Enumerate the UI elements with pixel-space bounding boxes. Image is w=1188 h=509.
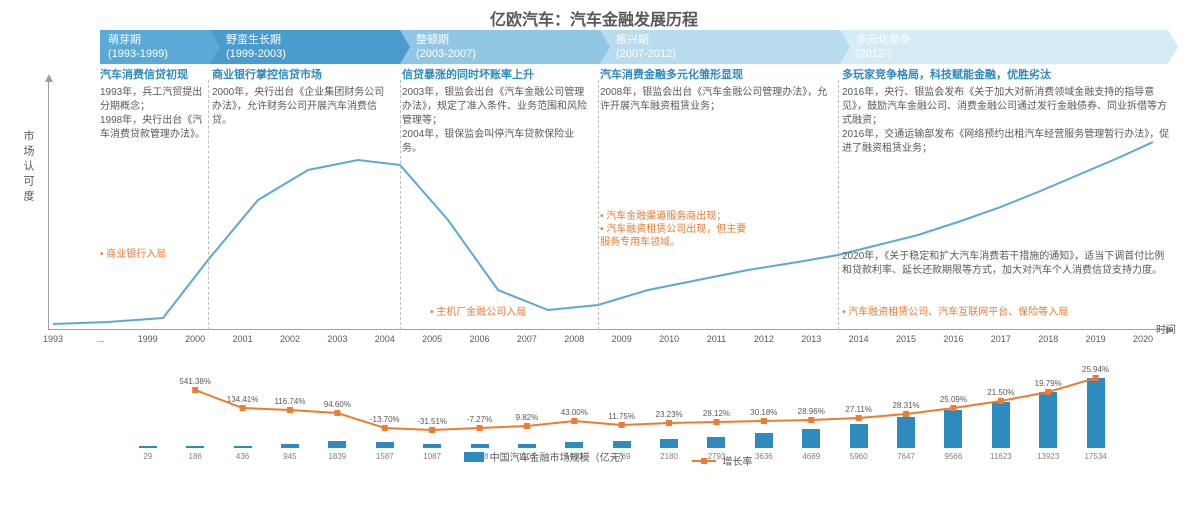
- phase-2: 整顿期(2003-2007): [400, 30, 600, 64]
- phase-timeline: 萌芽期(1993-1999)野蛮生长期(1999-2003)整顿期(2003-2…: [100, 30, 1168, 64]
- x-tick: 2013: [801, 334, 821, 344]
- x-tick: 2003: [327, 334, 347, 344]
- x-tick: 2011: [707, 334, 726, 344]
- phase-subtitle-2: 信贷暴涨的同时坏账率上升: [402, 66, 534, 82]
- x-tick: 1993: [43, 334, 63, 344]
- x-tick: 2019: [1086, 334, 1106, 344]
- body-text-0: 1993年，兵工汽贸提出分期概念； 1998年，央行出台《汽车消费贷款管理办法》…: [100, 86, 205, 142]
- bar-chart: 29186541.38%436134.41%945116.74%183994.6…: [48, 360, 1168, 470]
- body-text-2: 2003年，银监会出台《汽车金融公司管理办法》，规定了准入条件、业务范围和风险管…: [402, 86, 592, 156]
- x-tick: ...: [97, 334, 105, 344]
- x-tick: 2016: [943, 334, 963, 344]
- y-axis-label: 市场认可度: [20, 130, 36, 205]
- phase-0: 萌芽期(1993-1999): [100, 30, 210, 64]
- orange-text-2: • 汽车金融渠道服务商出现； • 汽车融资租赁公司出现，但主要 服务专用车领域。: [600, 210, 746, 249]
- x-tick: 2007: [517, 334, 537, 344]
- x-tick: 2014: [849, 334, 869, 344]
- x-tick: 2015: [896, 334, 916, 344]
- orange-text-1: • 主机厂金融公司入局: [430, 306, 526, 319]
- x-tick: 1999: [138, 334, 158, 344]
- phase-subtitle-0: 汽车消费信贷初现: [100, 66, 188, 82]
- bar-row: 29186541.38%436134.41%945116.74%183994.6…: [48, 368, 1168, 448]
- growth-line: [48, 368, 1168, 458]
- phase-4: 多元化竞争(2012-): [840, 30, 1168, 64]
- phase-1: 野蛮生长期(1999-2003): [210, 30, 400, 64]
- page-title: 亿欧汽车：汽车金融发展历程: [0, 0, 1188, 30]
- phase-divider: [400, 80, 401, 330]
- x-tick: 2001: [233, 334, 253, 344]
- x-tick: 2017: [991, 334, 1011, 344]
- x-tick: 2020: [1133, 334, 1153, 344]
- body-text-4: 2016年，央行、银监会发布《关于加大对新消费领域金融支持的指导意见》，鼓励汽车…: [842, 86, 1172, 156]
- phase-divider: [208, 80, 209, 330]
- orange-text-0: • 商业银行入局: [100, 248, 166, 261]
- x-tick: 2018: [1038, 334, 1058, 344]
- x-tick: 2006: [470, 334, 490, 344]
- body-text-1: 2000年，央行出台《企业集团财务公司办法》，允许财务公司开展汽车消费信贷。: [212, 86, 392, 128]
- phase-subtitle-1: 商业银行掌控信贷市场: [212, 66, 322, 82]
- phase-subtitle-4: 多玩家竞争格局，科技赋能金融，优胜劣汰: [842, 66, 1051, 82]
- x-tick: 2005: [422, 334, 442, 344]
- x-tick: 2012: [754, 334, 774, 344]
- x-tick: 2009: [612, 334, 632, 344]
- x-tick: 2008: [564, 334, 584, 344]
- x-tick: 2004: [375, 334, 395, 344]
- x-tick: 2010: [659, 334, 679, 344]
- phase-divider: [838, 80, 839, 330]
- body-text-3: 2008年，银监会出台《汽车金融公司管理办法》，允许开展汽车融资租赁业务；: [600, 86, 830, 114]
- phase-subtitle-3: 汽车消费金融多元化雏形显现: [600, 66, 743, 82]
- x-tick: 2000: [185, 334, 205, 344]
- body-text-5: 2020年，《关于稳定和扩大汽车消费若干措施的通知》，适当下调首付比例和贷款利率…: [842, 250, 1172, 278]
- orange-text-3: • 汽车融资租赁公司、汽车互联网平台、保险等入局: [842, 306, 1068, 319]
- phase-divider: [598, 80, 599, 330]
- x-tick: 2002: [280, 334, 300, 344]
- phase-3: 振兴期(2007-2012): [600, 30, 840, 64]
